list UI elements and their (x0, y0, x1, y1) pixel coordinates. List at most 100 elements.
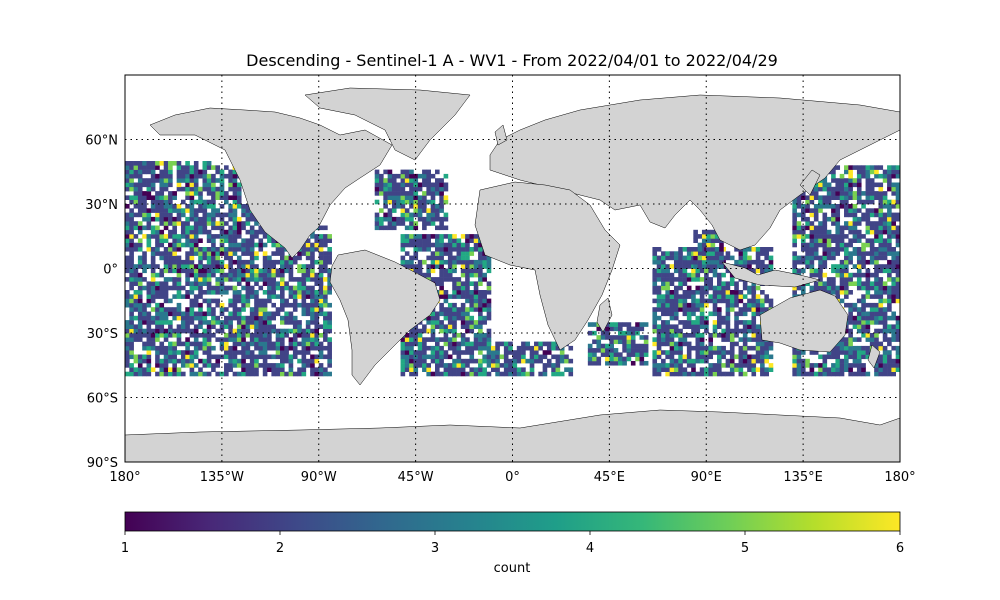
data-cell (288, 294, 294, 299)
data-cell (822, 204, 828, 209)
data-cell (202, 161, 208, 166)
data-cell (211, 255, 216, 261)
data-cell (180, 186, 186, 192)
data-cell (150, 285, 156, 291)
data-cell (232, 199, 238, 205)
data-cell (682, 337, 688, 342)
data-cell (878, 255, 884, 261)
data-cell (844, 328, 849, 334)
data-cell (682, 277, 688, 282)
data-cell (691, 298, 696, 304)
data-cell (717, 354, 722, 360)
data-cell (729, 341, 735, 347)
data-cell (314, 290, 320, 295)
data-cell (435, 186, 440, 192)
data-cell (172, 363, 177, 368)
data-cell (409, 341, 414, 347)
data-cell (443, 195, 449, 200)
data-cell (473, 272, 479, 278)
data-cell (465, 238, 470, 243)
data-cell (643, 360, 649, 366)
data-cell (327, 358, 332, 364)
data-cell (301, 302, 307, 308)
data-cell (439, 242, 444, 248)
data-cell (551, 354, 556, 360)
data-cell (383, 225, 388, 231)
data-cell (280, 307, 285, 312)
data-cell (206, 216, 212, 222)
data-cell (236, 277, 242, 282)
data-cell (163, 199, 169, 205)
data-cell (895, 242, 901, 248)
data-cell (835, 358, 841, 364)
data-cell (314, 277, 320, 282)
data-cell (831, 247, 836, 252)
data-cell (800, 371, 806, 377)
data-cell (168, 333, 173, 338)
data-cell (695, 302, 701, 308)
data-cell (400, 199, 406, 205)
data-cell (249, 333, 255, 338)
data-cell (163, 307, 169, 312)
data-cell (297, 281, 302, 286)
data-cell (699, 285, 705, 291)
data-cell (150, 169, 156, 175)
data-cell (258, 285, 264, 291)
data-cell (755, 298, 761, 304)
data-cell (146, 350, 152, 355)
data-cell (568, 367, 574, 372)
data-cell (443, 182, 449, 188)
data-cell (546, 358, 552, 364)
data-cell (409, 358, 414, 364)
data-cell (695, 307, 701, 312)
data-cell (738, 294, 744, 299)
data-cell (206, 191, 212, 196)
data-cell (729, 337, 735, 342)
data-cell (262, 272, 268, 278)
data-cell (267, 311, 272, 317)
data-cell (224, 173, 229, 179)
data-cell (473, 294, 479, 299)
data-cell (734, 324, 739, 329)
data-cell (180, 354, 186, 360)
data-cell (482, 315, 487, 321)
data-cell (125, 354, 130, 360)
data-cell (800, 191, 806, 196)
data-cell (409, 333, 414, 338)
data-cell (891, 367, 896, 372)
data-cell (708, 345, 714, 351)
data-cell (678, 277, 683, 282)
data-cell (129, 302, 134, 308)
data-cell (241, 242, 246, 248)
data-cell (469, 234, 475, 239)
data-cell (228, 186, 233, 192)
data-cell (422, 182, 427, 188)
data-cell (258, 350, 264, 355)
data-cell (686, 255, 692, 261)
data-cell (193, 165, 199, 170)
data-cell (305, 328, 311, 334)
data-cell (813, 272, 819, 278)
data-cell (189, 367, 195, 372)
data-cell (228, 358, 233, 364)
data-cell (262, 320, 268, 325)
data-cell (137, 320, 143, 325)
data-cell (809, 212, 815, 218)
data-cell (137, 165, 143, 170)
data-cell (699, 333, 705, 338)
data-cell (729, 298, 735, 304)
data-cell (656, 324, 662, 329)
data-cell (452, 363, 457, 368)
data-cell (861, 363, 866, 368)
data-cell (155, 320, 160, 325)
data-cell (176, 234, 182, 239)
data-cell (137, 363, 143, 368)
data-cell (249, 251, 255, 256)
madagascar (596, 297, 613, 333)
data-cell (176, 238, 182, 243)
data-cell (314, 371, 320, 377)
data-cell (529, 350, 535, 355)
data-cell (137, 358, 143, 364)
data-cell (661, 281, 666, 286)
data-cell (137, 204, 143, 209)
